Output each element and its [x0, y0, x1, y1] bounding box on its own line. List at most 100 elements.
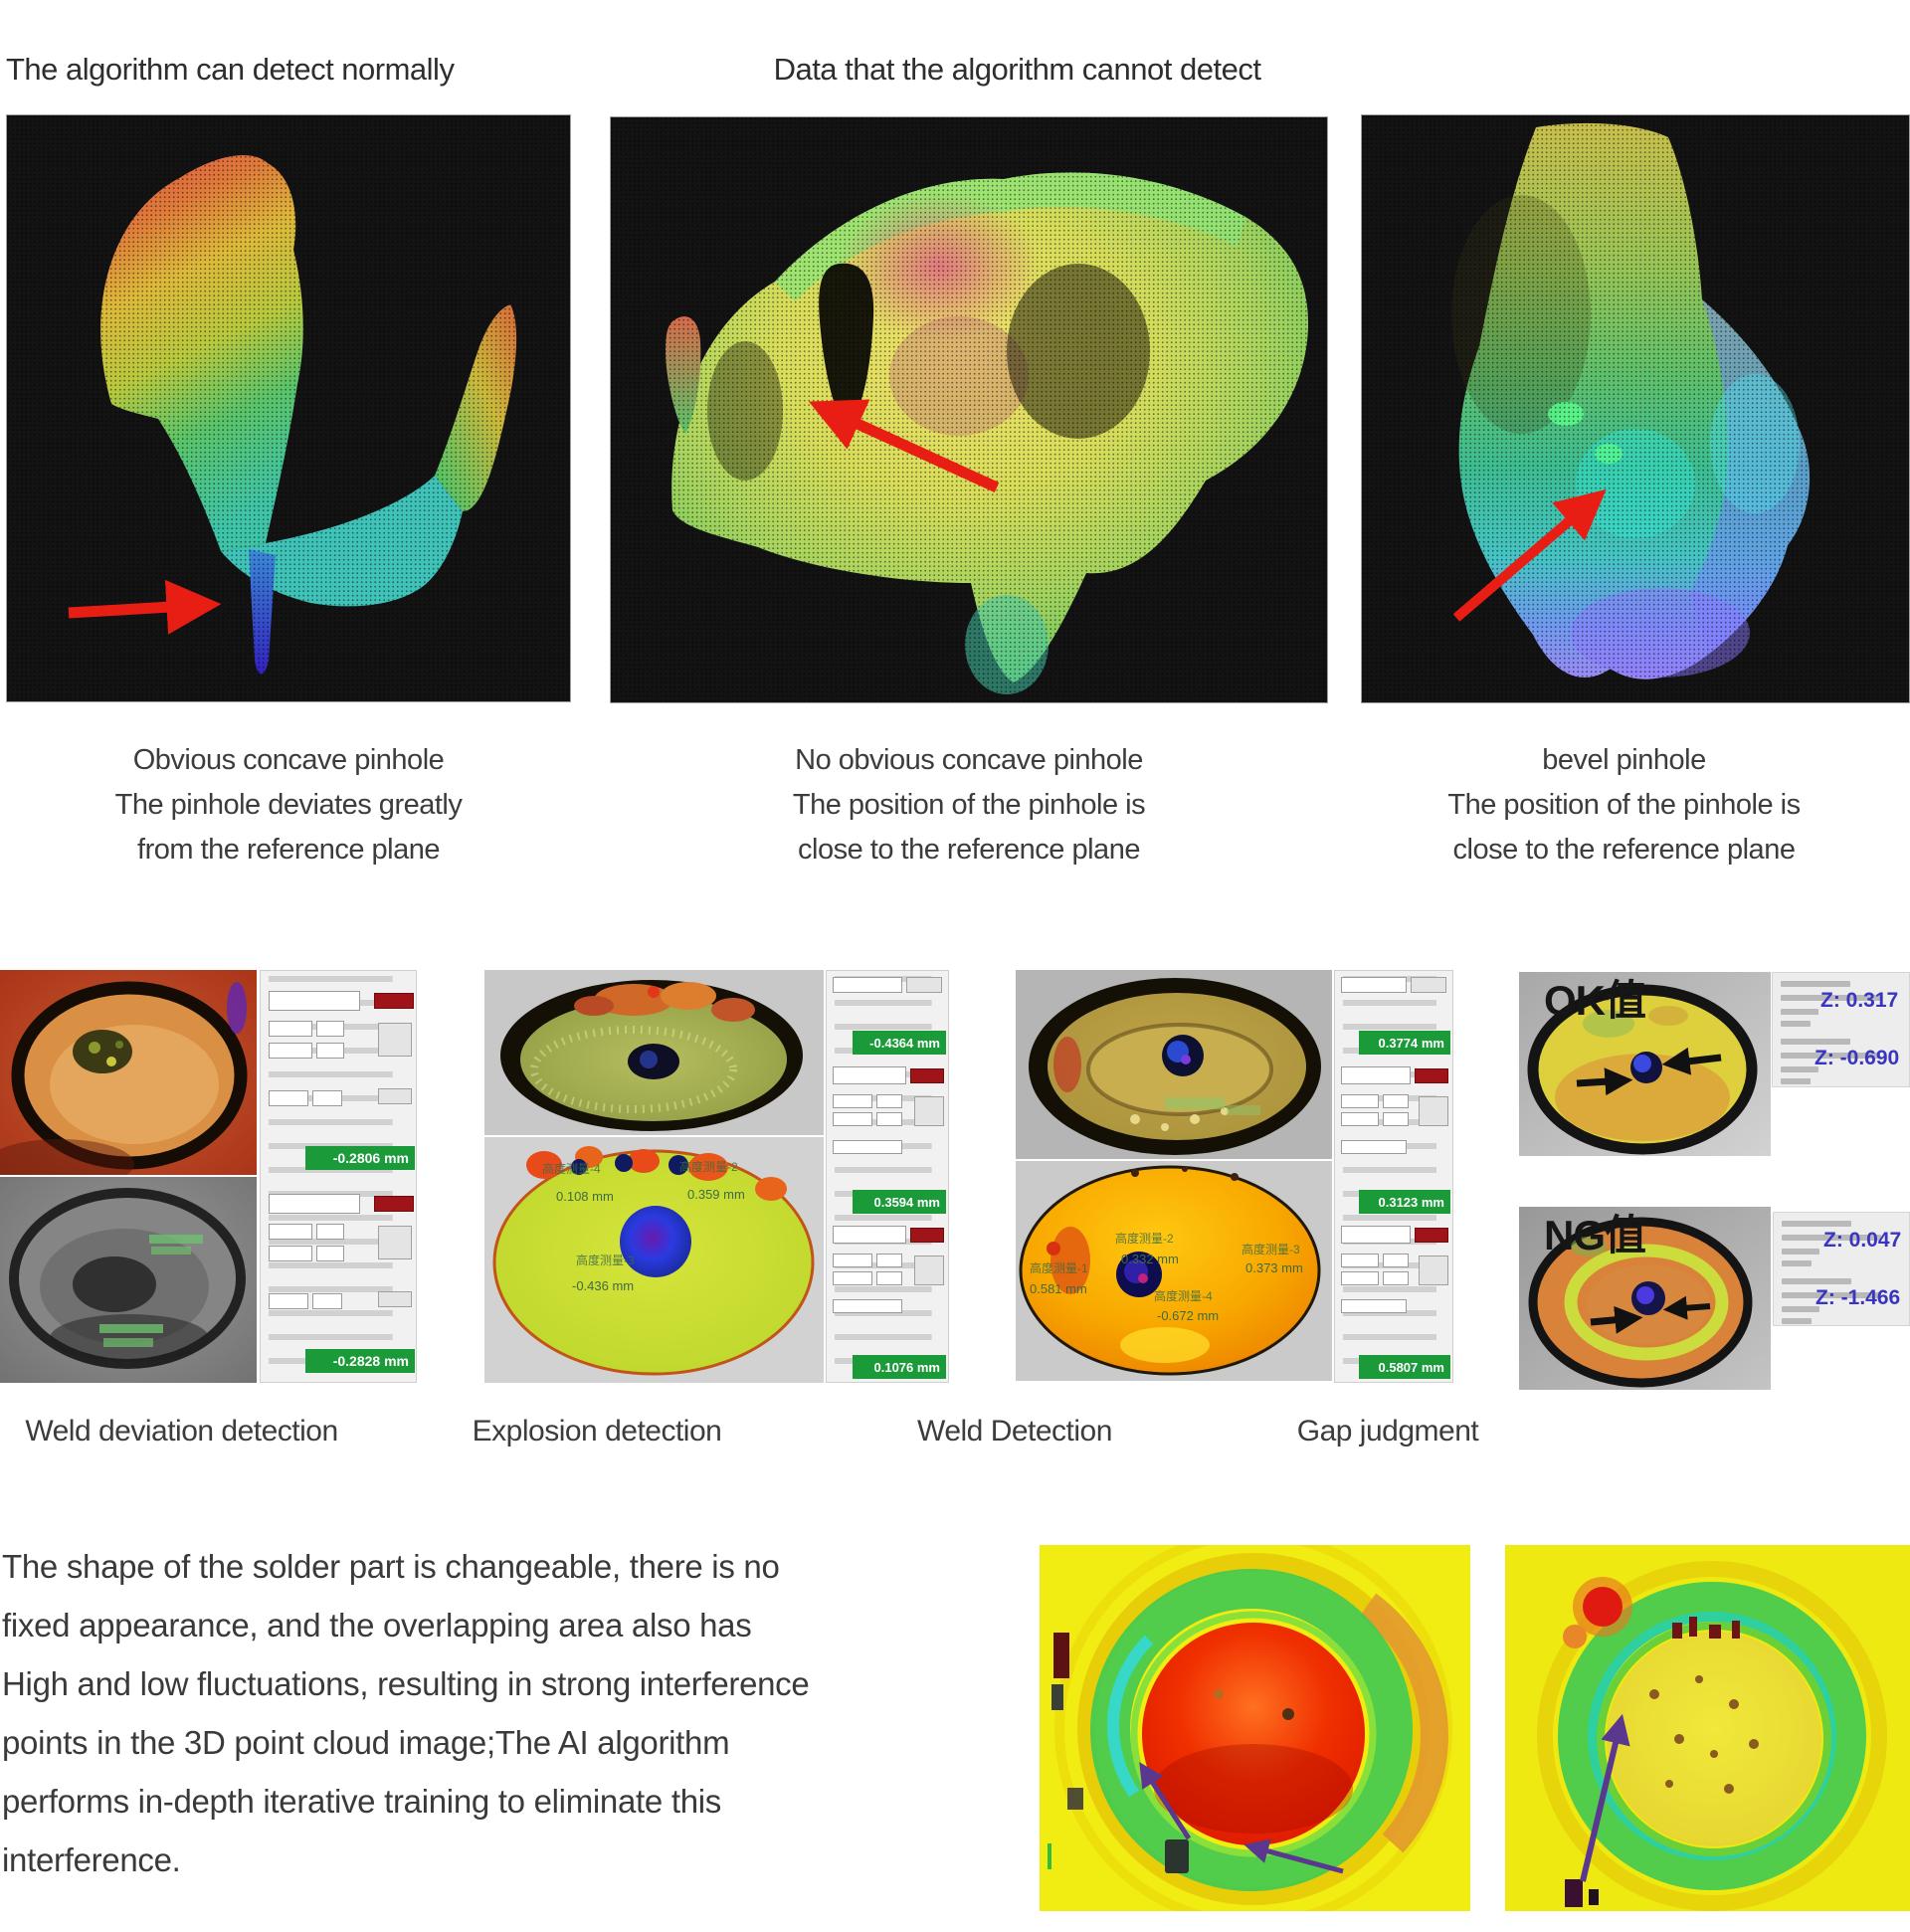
param-input	[1383, 1254, 1409, 1267]
measurement-readout: 0.3594 mm	[853, 1190, 946, 1214]
param-input	[1383, 1094, 1409, 1108]
z-readout: Z: -0.690	[1814, 1047, 1900, 1069]
param-input	[1383, 1112, 1409, 1126]
weld-deviation-control-panel: -0.2806 mm -0.2828 mm	[260, 970, 417, 1383]
param-input	[1341, 1066, 1411, 1084]
pointcloud-v-shape	[7, 115, 570, 701]
paragraph-line: fixed appearance, and the overlapping ar…	[2, 1607, 752, 1643]
param-input	[269, 1021, 312, 1037]
aux-button	[1419, 1256, 1448, 1285]
caption-no-obvious: No obvious concave pinhole The position …	[610, 738, 1328, 872]
annotation-value: -0.436 mm	[572, 1278, 635, 1293]
measurement-readout: -0.2828 mm	[305, 1349, 415, 1373]
run-button	[374, 993, 414, 1009]
run-button	[910, 1068, 944, 1083]
param-input	[833, 1066, 906, 1084]
param-input	[312, 1090, 342, 1106]
caption-line: The position of the pinhole is	[792, 789, 1146, 821]
param-input	[269, 1224, 312, 1240]
weld-control-panel: 0.3774 mm 0.3123 mm 0.5807 mm	[1334, 970, 1453, 1383]
label-weld: Weld Detection	[917, 1415, 1112, 1448]
purple-arrow-icon	[1139, 1762, 1192, 1840]
annotation-label: 高度测量-3	[576, 1254, 635, 1267]
param-input	[833, 977, 902, 993]
annotation-label: 高度测量-2	[1115, 1232, 1174, 1246]
annotation-value: 0.581 mm	[1030, 1281, 1087, 1296]
annotation-value: 0.332 mm	[1121, 1252, 1179, 1266]
annotation-value: 0.108 mm	[556, 1189, 614, 1204]
annotation-value: -0.672 mm	[1157, 1308, 1220, 1323]
purple-arrow-icon	[1243, 1838, 1344, 1874]
caption-line: The pinhole deviates greatly	[114, 789, 463, 821]
param-input	[1341, 1140, 1407, 1154]
annotation-label: 高度测量-2	[679, 1160, 738, 1174]
annotation-label: 高度测量-4	[542, 1162, 601, 1176]
pointcloud-panel-bevel	[1361, 114, 1910, 703]
explosion-heatmap: 高度测量-4 0.108 mm 高度测量-2 0.359 mm 高度测量-3 -…	[484, 1137, 824, 1383]
aux-button	[378, 1088, 412, 1104]
annotation-label: 高度测量-4	[1154, 1289, 1213, 1303]
measurement-readout: 0.3774 mm	[1359, 1031, 1450, 1055]
ok-value-label: OK值	[1544, 977, 1646, 1024]
param-input	[316, 1246, 344, 1261]
gap-arrow-icon	[1662, 1295, 1711, 1320]
description-paragraph: The shape of the solder part is changeab…	[2, 1537, 1047, 1889]
explosion-control-panel: -0.4364 mm 0.3594 mm 0.1076 mm	[826, 970, 949, 1383]
gap-ok-photo	[1519, 972, 1771, 1156]
header-right: Data that the algorithm cannot detect	[773, 52, 1261, 87]
run-button	[374, 1196, 414, 1212]
gap-ng-photo	[1519, 1207, 1771, 1390]
param-input	[833, 1226, 906, 1244]
param-input	[833, 1094, 872, 1108]
paragraph-line: points in the 3D point cloud image;The A…	[2, 1724, 730, 1761]
gap-arrow-icon	[1576, 1067, 1633, 1096]
param-input	[269, 991, 360, 1011]
weld-deviation-photo-color	[0, 970, 257, 1175]
param-input	[833, 1254, 872, 1267]
z-readout: Z: -1.466	[1815, 1286, 1901, 1309]
param-input	[876, 1254, 902, 1267]
caption-line: Obvious concave pinhole	[132, 744, 445, 776]
paragraph-line: interference.	[2, 1841, 181, 1878]
gap-ng-info-panel: Z: 0.047 Z: -1.466	[1773, 1212, 1910, 1326]
caption-line: bevel pinhole	[1542, 744, 1706, 776]
param-input	[833, 1140, 902, 1154]
label-weld-deviation: Weld deviation detection	[25, 1415, 338, 1448]
red-arrow-icon	[808, 399, 1000, 493]
param-input	[312, 1293, 342, 1309]
param-input	[1341, 1226, 1411, 1244]
caption-bevel: bevel pinhole The position of the pinhol…	[1338, 738, 1910, 872]
red-arrow-icon	[1452, 488, 1607, 622]
pointcloud-sheet	[611, 117, 1327, 702]
measurement-readout: -0.2806 mm	[305, 1146, 415, 1170]
annotation-label: 高度测量-3	[1242, 1243, 1300, 1256]
explosion-photo-top	[484, 970, 824, 1135]
annotation-value: 0.373 mm	[1245, 1260, 1303, 1275]
label-explosion: Explosion detection	[472, 1415, 722, 1448]
param-input	[833, 1271, 872, 1285]
param-input	[1341, 1254, 1379, 1267]
aux-button	[906, 977, 942, 993]
purple-arrow-icon	[1580, 1713, 1630, 1882]
param-input	[1341, 1112, 1379, 1126]
measurement-readout: -0.4364 mm	[853, 1031, 946, 1055]
measurement-readout: 0.3123 mm	[1359, 1190, 1450, 1214]
weld-defect-blob	[73, 1030, 132, 1073]
param-input	[876, 1112, 902, 1126]
param-input	[269, 1293, 308, 1309]
gap-arrow-icon	[1590, 1305, 1643, 1334]
pointcloud-mountain	[1362, 115, 1909, 702]
param-input	[876, 1271, 902, 1285]
caption-line: from the reference plane	[137, 834, 440, 866]
param-input	[316, 1043, 344, 1059]
paragraph-line: The shape of the solder part is changeab…	[2, 1548, 780, 1585]
param-input	[833, 1112, 872, 1126]
weld-heatmap: 高度测量-2 0.332 mm 高度测量-1 0.581 mm 高度测量-4 -…	[1016, 1161, 1332, 1381]
pointcloud-panel-no-obvious	[610, 116, 1328, 703]
weld-deviation-photo-gray	[0, 1177, 257, 1383]
paragraph-line: performs in-depth iterative training to …	[2, 1783, 721, 1820]
param-input	[876, 1094, 902, 1108]
ring-heatmap-yellow	[1505, 1545, 1910, 1911]
run-button	[1415, 1228, 1448, 1243]
